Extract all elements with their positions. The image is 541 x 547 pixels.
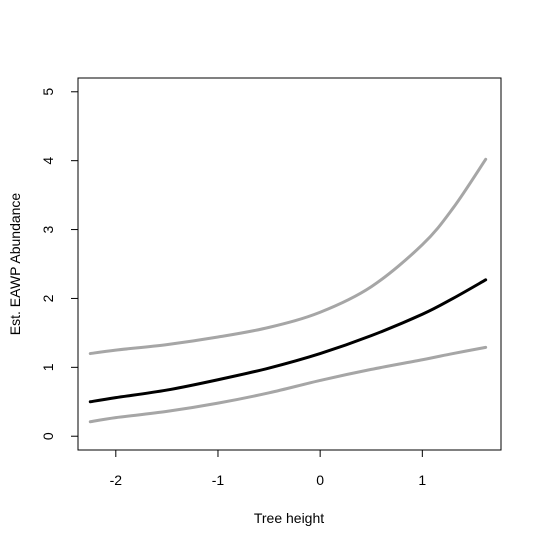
x-tick-label: 0 [316, 472, 324, 488]
y-axis: 0 1 2 3 4 5 [40, 88, 78, 440]
y-tick-label: 4 [40, 157, 56, 165]
series-line-upper-bound [88, 157, 488, 356]
y-tick-label: 2 [40, 294, 56, 302]
x-axis: -2 -1 0 1 [110, 450, 426, 488]
y-tick-label: 0 [40, 432, 56, 440]
x-tick-label: 1 [418, 472, 426, 488]
x-tick-label: -1 [212, 472, 225, 488]
series-line-lower-bound [88, 345, 488, 424]
y-tick-label: 3 [40, 225, 56, 233]
y-tick-label: 1 [40, 363, 56, 371]
y-axis-label: Est. EAWP Abundance [7, 193, 23, 336]
plot-box [77, 77, 502, 451]
x-tick-label: -2 [110, 472, 123, 488]
series-line-estimate [88, 278, 488, 404]
y-tick-label: 5 [40, 88, 56, 96]
x-axis-label: Tree height [254, 510, 324, 526]
series-lines [88, 157, 488, 424]
